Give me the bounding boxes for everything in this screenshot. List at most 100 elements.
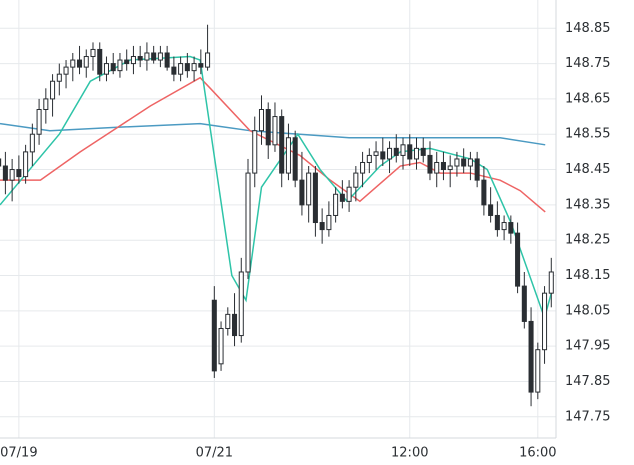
candle-body xyxy=(0,158,2,167)
candle-body xyxy=(373,151,379,156)
candle-body xyxy=(211,299,217,372)
candle-body xyxy=(319,222,325,231)
candle-body xyxy=(413,147,420,160)
candle-body xyxy=(481,179,487,206)
candle-body xyxy=(117,59,123,72)
candle-body xyxy=(434,161,440,174)
candle-body xyxy=(9,169,15,181)
candle-body xyxy=(83,56,89,68)
candle-body xyxy=(521,285,527,322)
candle-body xyxy=(258,109,265,132)
candle-body xyxy=(198,63,204,68)
candle-body xyxy=(144,52,150,61)
candle-body xyxy=(353,172,359,188)
y-tick-label: 148.25 xyxy=(565,233,611,248)
candle-body xyxy=(157,52,163,61)
candle-body xyxy=(488,204,494,216)
candle-body xyxy=(103,63,110,75)
candle-body xyxy=(63,66,69,75)
candle-body xyxy=(151,52,157,61)
candle-body xyxy=(326,214,332,231)
candle-body xyxy=(339,193,345,202)
candle-body xyxy=(380,151,386,160)
x-tick-label: 16:00 xyxy=(519,446,556,461)
candle-body xyxy=(164,52,170,68)
y-tick-label: 148.55 xyxy=(565,127,611,142)
x-tick-label: 07/19 xyxy=(0,446,37,461)
candle-body xyxy=(447,165,453,171)
candle-body xyxy=(360,161,366,174)
candle-body xyxy=(279,116,285,174)
candle-body xyxy=(420,147,426,156)
candle-body xyxy=(29,133,35,153)
candle-body xyxy=(292,137,298,181)
candle-body xyxy=(238,271,244,337)
candle-body xyxy=(252,130,258,174)
candle-body xyxy=(232,313,238,337)
x-tick-label: 07/21 xyxy=(196,446,233,461)
candle-body xyxy=(467,158,473,167)
candle-body xyxy=(333,193,339,216)
candle-body xyxy=(515,232,521,287)
candle-body xyxy=(124,59,130,65)
y-tick-label: 148.35 xyxy=(565,197,611,212)
candle-body xyxy=(137,56,143,61)
y-tick-label: 147.75 xyxy=(565,409,611,424)
candle-body xyxy=(90,48,96,58)
y-tick-label: 148.05 xyxy=(565,303,611,318)
candle-body xyxy=(97,48,103,75)
candle-body xyxy=(440,161,446,171)
candle-body xyxy=(205,52,211,68)
candle-body xyxy=(23,151,29,178)
candle-body xyxy=(178,63,184,75)
candle-body xyxy=(77,59,83,68)
candle-body xyxy=(494,214,500,231)
candle-body xyxy=(299,179,305,206)
candle-body xyxy=(306,172,312,206)
candle-body xyxy=(407,144,413,160)
y-tick-label: 147.95 xyxy=(565,339,611,354)
candle-body xyxy=(171,66,177,75)
candle-body xyxy=(225,313,231,330)
y-tick-label: 148.65 xyxy=(565,91,611,106)
axes: 147.75 147.85 147.95 148.05 148.15 148.25 148.… xyxy=(0,0,611,461)
candle-body xyxy=(245,172,251,273)
candle-body xyxy=(50,80,56,100)
candle-body xyxy=(2,165,8,181)
ma-line xyxy=(0,55,553,321)
y-tick-label: 148.75 xyxy=(565,56,611,71)
candle-body xyxy=(474,158,480,181)
candle-body xyxy=(218,328,224,365)
candle-body xyxy=(265,109,271,146)
plot-lines xyxy=(0,55,553,321)
candle-body xyxy=(43,98,49,111)
plot-candles xyxy=(0,24,554,407)
candle-body xyxy=(387,147,393,160)
candle-body xyxy=(548,271,554,294)
candle-body xyxy=(191,63,197,72)
candle-body xyxy=(501,222,507,231)
candle-body xyxy=(346,186,352,202)
candle-body xyxy=(366,154,372,163)
x-tick-label: 12:00 xyxy=(391,446,428,461)
candle-body xyxy=(36,109,42,135)
candle-body xyxy=(110,63,116,72)
candle-body xyxy=(56,73,62,82)
candle-body xyxy=(508,222,514,234)
candle-body xyxy=(427,154,433,174)
candle-body xyxy=(461,158,467,167)
y-tick-label: 147.85 xyxy=(565,374,611,389)
candle-body xyxy=(393,147,399,156)
candle-body xyxy=(528,320,534,393)
candle-body xyxy=(312,172,318,224)
candle-body xyxy=(285,137,291,174)
candle-body xyxy=(272,116,278,146)
ma-line xyxy=(0,76,546,213)
candle-body xyxy=(400,144,406,156)
candle-body xyxy=(130,56,136,65)
candle-body xyxy=(535,349,541,393)
candle-body xyxy=(184,63,190,72)
candle-body xyxy=(70,59,76,68)
grid xyxy=(0,0,556,438)
